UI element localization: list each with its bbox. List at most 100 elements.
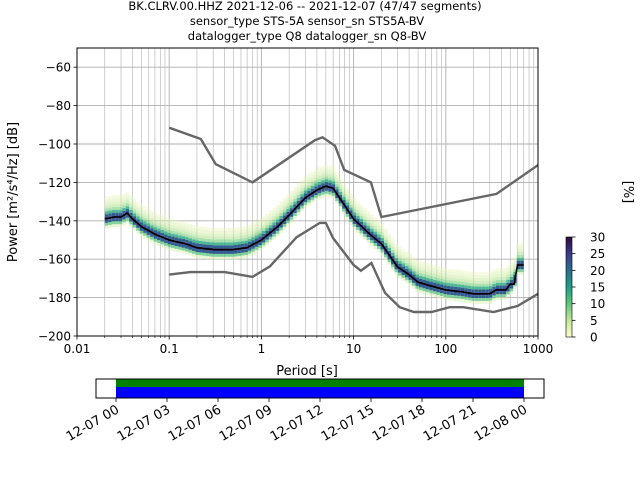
psd-cell (506, 288, 510, 292)
psd-cell (195, 252, 200, 255)
psd-cell (387, 242, 392, 246)
psd-cell (233, 244, 238, 248)
psd-cell (394, 243, 399, 247)
psd-cell (422, 291, 426, 295)
psd-cell (513, 271, 517, 275)
psd-cell (122, 216, 126, 220)
psd-cell (387, 236, 392, 240)
psd-cell (293, 187, 297, 191)
psd-cell (422, 273, 426, 277)
psd-cell (439, 270, 444, 273)
psd-cell (247, 239, 252, 243)
psd-cell (202, 229, 207, 233)
psd-cell (275, 205, 280, 208)
psd-cell (488, 283, 493, 287)
psd-cell (373, 243, 378, 247)
psd-cell (478, 289, 482, 293)
psd-cell (289, 202, 294, 206)
psd-cell (331, 184, 336, 188)
psd-cell (422, 288, 426, 292)
psd-cell (178, 235, 182, 239)
psd-cell (520, 243, 524, 247)
psd-cell (474, 289, 479, 293)
psd-cell (415, 288, 419, 292)
psd-cell (296, 183, 301, 187)
psd-cell (467, 297, 472, 301)
psd-cell (418, 261, 423, 265)
psd-cell (296, 212, 301, 216)
psd-cell (129, 204, 133, 208)
psd-cell (178, 243, 182, 247)
psd-cell (415, 268, 419, 272)
psd-cell (359, 204, 364, 208)
psd-cell (331, 181, 336, 185)
psd-cell (317, 170, 322, 174)
psd-cell (373, 240, 378, 244)
psd-cell (359, 230, 364, 234)
psd-cell (464, 282, 468, 286)
psd-cell (485, 272, 489, 276)
psd-cell (502, 274, 507, 277)
psd-cell (178, 229, 182, 233)
psd-cell (254, 244, 259, 247)
psd-cell (286, 206, 290, 209)
psd-cell (181, 244, 186, 248)
psd-cell (321, 174, 325, 178)
psd-cell (171, 222, 175, 226)
psd-cell (335, 189, 339, 193)
psd-cell (192, 253, 196, 257)
psd-cell (513, 263, 517, 267)
psd-cell (111, 212, 116, 216)
psd-cell (321, 194, 325, 198)
psd-cell (115, 224, 119, 228)
psd-cell (436, 283, 440, 287)
psd-cell (300, 179, 304, 183)
psd-cell (314, 197, 318, 201)
psd-cell (293, 201, 297, 205)
psd-cell (324, 173, 329, 177)
psd-cell (199, 255, 203, 259)
psd-cell (265, 228, 269, 231)
psd-cell (345, 193, 350, 197)
psd-cell (370, 243, 374, 246)
psd-cell (195, 237, 200, 241)
psd-cell (164, 225, 168, 229)
psd-cell (418, 284, 423, 288)
psd-cell (324, 164, 329, 168)
psd-cell (293, 215, 297, 219)
psd-cell (146, 237, 151, 241)
psd-cell (160, 232, 165, 236)
psd-cell (279, 227, 283, 231)
psd-cell (359, 216, 364, 220)
psd-cell (143, 209, 147, 213)
psd-cell (516, 249, 521, 252)
psd-cell (307, 202, 311, 206)
psd-cell (157, 231, 161, 235)
psd-cell (153, 238, 158, 242)
psd-cell (418, 290, 423, 294)
psd-cell (265, 230, 269, 234)
psd-cell (129, 207, 133, 210)
timeline-bar-data-available (116, 379, 524, 387)
psd-cell (307, 182, 311, 186)
psd-cell (520, 249, 524, 252)
psd-cell (471, 295, 475, 299)
psd-cell (405, 260, 409, 263)
psd-cell (492, 275, 496, 279)
psd-cell (499, 274, 503, 277)
psd-cell (223, 245, 227, 249)
timeline-tick-label: 12-08 00 (472, 402, 530, 444)
psd-cell (450, 292, 454, 295)
psd-cell (118, 209, 123, 213)
psd-cell (275, 228, 280, 231)
psd-cell (185, 248, 189, 252)
psd-cell (178, 220, 182, 224)
psd-cell (335, 180, 339, 184)
psd-cell (520, 246, 524, 250)
psd-cell (314, 183, 318, 187)
psd-cell (485, 286, 489, 290)
psd-cell (164, 245, 168, 249)
psd-cell (401, 274, 406, 278)
x-axis-ticks: 0.01 0.1 1 10 100 1000 (64, 336, 553, 356)
chart-title: BK.CLRV.00.HHZ 2021-12-06 -- 2021-12-07 … (128, 0, 481, 13)
